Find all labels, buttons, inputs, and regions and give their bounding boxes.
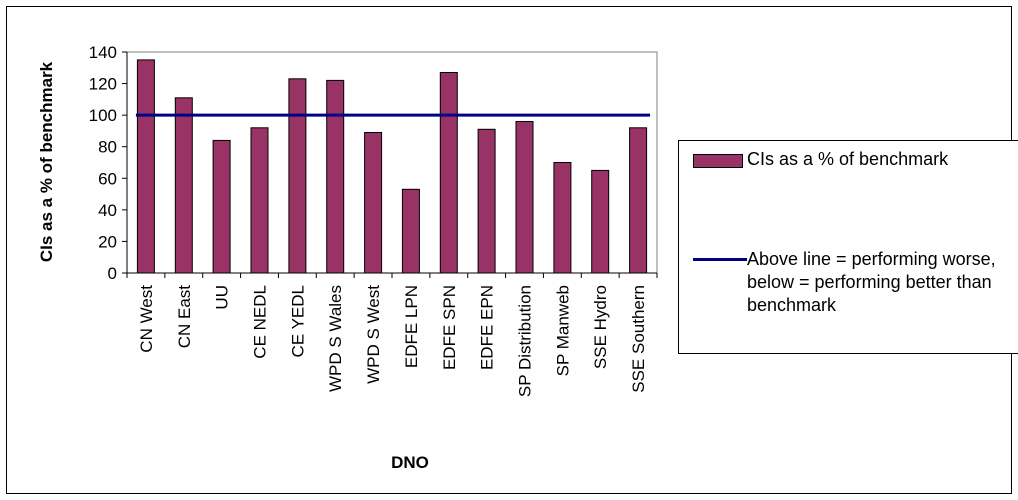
y-tick-label: 20 xyxy=(98,232,117,251)
bar-wpd-s-wales xyxy=(326,79,345,274)
bar-sp-manweb xyxy=(553,162,572,274)
bar-cn-east xyxy=(174,97,193,274)
x-tick-label: CN East xyxy=(175,285,194,349)
bar-cn-west xyxy=(136,59,155,274)
bar-edfe-lpn xyxy=(401,188,420,274)
y-tick-label: 40 xyxy=(98,201,117,220)
bar-edfe-epn xyxy=(477,128,496,274)
y-tick-label: 120 xyxy=(89,75,117,94)
y-tick-label: 60 xyxy=(98,169,117,188)
y-tick-labels: 0 20 40 60 80 100 120 140 xyxy=(89,43,117,283)
bar-sp-distribution xyxy=(515,121,534,274)
y-tick-label: 100 xyxy=(89,106,117,125)
y-tick-label: 80 xyxy=(98,138,117,157)
y-axis xyxy=(122,51,128,274)
x-tick-label: CN West xyxy=(137,285,156,353)
legend: CIs as a % of benchmark Above line = per… xyxy=(678,140,1018,354)
x-tick-labels: CN West CN East UU CE NEDL CE YEDL WPD S Wale… xyxy=(137,285,648,397)
bar-sse-southern xyxy=(629,127,648,274)
x-tick-label: EDFE EPN xyxy=(478,285,497,370)
plot-area xyxy=(126,51,658,274)
x-tick-label: SP Manweb xyxy=(553,285,572,376)
bars-group xyxy=(136,59,648,274)
legend-label-benchmark: Above line = performing worse, below = p… xyxy=(747,249,996,315)
y-axis-title: CIs as a % of benchmark xyxy=(37,61,56,262)
x-tick-label: EDFE SPN xyxy=(440,285,459,370)
x-tick-label: SSE Hydro xyxy=(591,285,610,369)
bar-ce-nedl xyxy=(250,127,269,274)
bar-sse-hydro xyxy=(591,169,610,274)
x-tick-label: UU xyxy=(213,285,232,310)
x-tick-label: CE NEDL xyxy=(251,285,270,359)
y-tick-label: 140 xyxy=(89,43,117,62)
x-tick-label: SSE Southern xyxy=(629,285,648,393)
x-axis xyxy=(126,272,658,278)
bar-ce-yedl xyxy=(288,78,307,274)
y-tick-label: 0 xyxy=(108,264,117,283)
legend-swatch-benchmark xyxy=(693,258,747,261)
legend-swatch-bars xyxy=(693,154,743,168)
x-tick-label: EDFE LPN xyxy=(402,285,421,368)
bar-uu xyxy=(212,139,231,274)
x-tick-label: SP Distribution xyxy=(516,285,535,397)
bar-edfe-spn xyxy=(439,72,458,274)
x-tick-label: CE YEDL xyxy=(288,285,307,357)
legend-label-bars: CIs as a % of benchmark xyxy=(747,149,949,169)
x-tick-label: WPD S Wales xyxy=(326,285,345,392)
bar-wpd-s-west xyxy=(364,132,383,274)
x-axis-title: DNO xyxy=(391,453,429,472)
x-tick-label: WPD S West xyxy=(364,285,383,384)
